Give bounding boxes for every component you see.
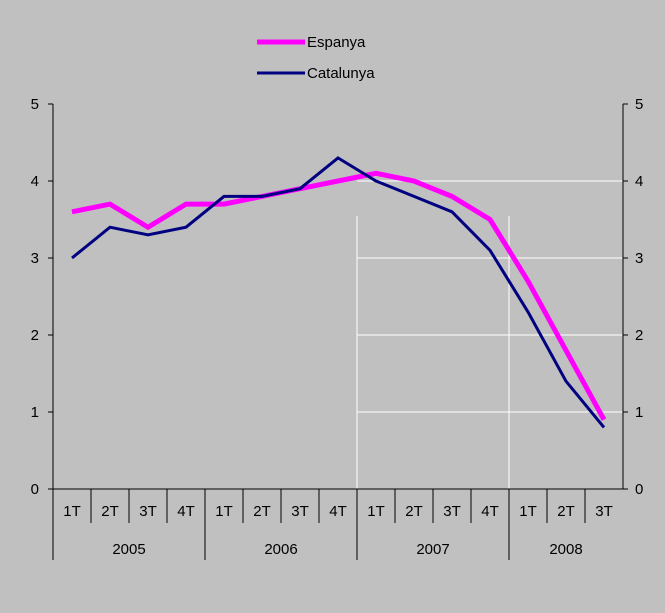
series-line-espanya (71, 170, 607, 421)
y-tick-labels: 0 0 1 1 2 2 3 3 4 4 5 5 (31, 96, 644, 498)
grid-lines (356, 180, 623, 489)
y-tick-label-right: 4 (635, 173, 643, 190)
y-tick-label-right: 2 (635, 327, 643, 344)
y-tick-label-left: 2 (31, 327, 39, 344)
y-tick-label-left: 1 (31, 404, 39, 421)
y-tick-label-left: 4 (31, 173, 39, 190)
x-category-label: 1T (215, 503, 233, 520)
x-category-label: 3T (291, 503, 309, 520)
x-category-label: 2T (253, 503, 271, 520)
x-category-label: 4T (481, 503, 499, 520)
axes (48, 103, 628, 560)
x-category-label: 2T (101, 503, 119, 520)
x-category-label: 2T (405, 503, 423, 520)
x-year-label: 2006 (264, 541, 297, 558)
legend-label-espanya: Espanya (307, 34, 366, 51)
x-year-label: 2008 (549, 541, 582, 558)
x-category-label: 3T (139, 503, 157, 520)
legend-label-catalunya: Catalunya (307, 65, 375, 82)
series-lines (71, 156, 607, 429)
x-category-label: 3T (595, 503, 613, 520)
x-category-label: 4T (177, 503, 195, 520)
y-tick-label-right: 0 (635, 481, 643, 498)
y-tick-label-right: 3 (635, 250, 643, 267)
x-category-label: 1T (63, 503, 81, 520)
y-tick-label-left: 3 (31, 250, 39, 267)
y-tick-label-right: 1 (635, 404, 643, 421)
x-category-label: 1T (519, 503, 537, 520)
x-category-label: 3T (443, 503, 461, 520)
y-tick-label-left: 0 (31, 481, 39, 498)
x-category-labels: 1T 2T 3T 4T 1T 2T 3T 4T 1T 2T 3T 4T 1T 2T 3T 2005 2006 20… (63, 503, 613, 558)
x-category-label: 2T (557, 503, 575, 520)
x-category-label: 4T (329, 503, 347, 520)
y-tick-label-left: 5 (31, 96, 39, 113)
x-year-label: 2005 (112, 541, 145, 558)
x-year-label: 2007 (416, 541, 449, 558)
y-tick-label-right: 5 (635, 96, 643, 113)
x-category-label: 1T (367, 503, 385, 520)
series-line-catalunya (71, 156, 606, 429)
legend: Espanya Catalunya (257, 34, 375, 82)
